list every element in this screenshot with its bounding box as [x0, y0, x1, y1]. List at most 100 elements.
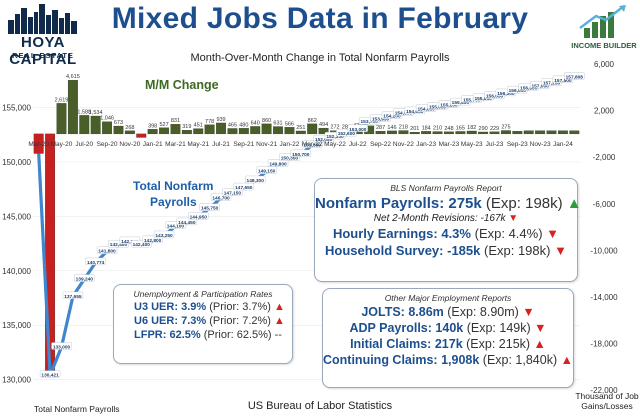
- mm-change-label: 1,534: [89, 110, 103, 116]
- bls-report-box: BLS Nonfarm Payrolls Report Nonfarm Payr…: [314, 178, 582, 282]
- payroll-label: 156,550: [509, 88, 527, 94]
- payroll-label: 148,300: [247, 178, 265, 184]
- payroll-label-box: [96, 246, 118, 254]
- payroll-label-box: [74, 274, 95, 282]
- x-axis-tick: Sep-22: [370, 141, 391, 148]
- x-axis-tick: May-20: [51, 141, 73, 148]
- mm-change-bar: [56, 103, 67, 135]
- payroll-label-box: [290, 149, 311, 157]
- payroll-label-box: [176, 217, 197, 226]
- right-axis-tick: -2,000: [593, 153, 616, 162]
- x-axis-tick: Nov-20: [119, 141, 140, 148]
- row-label: LFPR:: [134, 329, 167, 341]
- jolts-row: JOLTS: 8.86m (Exp: 8.90m) ▼: [323, 305, 573, 319]
- row-label: JOLTS:: [361, 305, 405, 319]
- mm-change-label: 398: [148, 123, 157, 129]
- row-value: -185k: [447, 243, 481, 258]
- up-arrow-icon: ▲: [560, 353, 573, 367]
- row-label: U3 UER:: [134, 301, 179, 313]
- mm-change-label: 640: [251, 120, 260, 126]
- mm-change-label: 210: [433, 126, 442, 132]
- payroll-label: 155,700: [463, 97, 481, 103]
- mm-change-label: 527: [159, 122, 168, 128]
- mm-change-label: 218: [399, 125, 408, 131]
- x-axis-tick: Jan-22: [279, 141, 299, 148]
- payroll-label-box: [39, 370, 61, 378]
- payroll-label: 157,000: [531, 83, 549, 89]
- flat-dash-icon: --: [274, 329, 282, 341]
- payroll-label: 150,350: [281, 156, 299, 162]
- payroll-label-box: [199, 203, 220, 211]
- left-axis-tick: 140,000: [2, 267, 31, 276]
- hoya-capital-logo: HOYA CAPITAL REAL ESTATE: [2, 4, 84, 68]
- payrolls-labels: 130,421 133,000 137,655 139,240 140,774 141,8…: [39, 72, 585, 379]
- payroll-label: 147,150: [224, 190, 242, 196]
- payroll-label-box: [233, 182, 254, 191]
- payroll-label-box: [302, 140, 323, 148]
- mm-change-bar: [273, 126, 283, 135]
- payroll-label: 147,650: [235, 185, 253, 191]
- row-prior: (Prior: 62.5%): [203, 329, 272, 341]
- mm-change-bar: [444, 131, 454, 135]
- mm-change-bar: [90, 115, 101, 135]
- payroll-label: 155,050: [429, 104, 447, 110]
- row-value: 275k: [448, 195, 482, 212]
- left-axis-tick: 155,000: [2, 104, 31, 113]
- mm-change-label: 673: [114, 120, 123, 126]
- payroll-label: 156,800: [520, 85, 538, 91]
- down-arrow-icon: ▼: [522, 305, 535, 319]
- row-value: 4.3%: [441, 226, 471, 241]
- mm-change-bar: [398, 130, 409, 135]
- row-label: Continuing Claims:: [323, 353, 438, 367]
- payroll-label-box: [222, 188, 243, 196]
- mm-change-bar: [102, 121, 113, 135]
- row-prior: (Prior: 3.7%): [209, 301, 271, 313]
- payroll-label: 157,250: [543, 81, 561, 87]
- growth-bars-icon: [579, 5, 626, 38]
- mm-change-label: 229: [490, 126, 499, 132]
- logo-left-line1: HOYA CAPITAL: [9, 34, 77, 68]
- payroll-label: 150,700: [292, 152, 310, 158]
- payroll-label: 141,800: [98, 249, 116, 255]
- mm-change-label: 451: [194, 123, 203, 129]
- right-axis-tick: 2,000: [594, 107, 615, 116]
- logo-right-text: INCOME BUILDER: [571, 41, 637, 50]
- payroll-label-box: [256, 166, 277, 174]
- mm-change-label: 1,046: [100, 116, 114, 122]
- x-axis-tick: Nov-23: [530, 141, 551, 148]
- up-arrow-icon: ▲: [274, 301, 285, 313]
- down-arrow-icon: ▼: [534, 321, 547, 335]
- revisions-row: Net 2-Month Revisions: -167k ▼: [315, 213, 577, 224]
- row-label: Nonfarm Payrolls:: [315, 195, 445, 212]
- up-arrow-icon: ▲: [566, 195, 582, 212]
- payroll-label: 154,500: [395, 110, 413, 116]
- right-axis-tick: -14,000: [590, 293, 618, 302]
- chart-subtitle: Month-Over-Month Change in Total Nonfarm…: [190, 52, 450, 64]
- mm-change-bar: [136, 133, 147, 138]
- mm-change-bar: [204, 124, 215, 135]
- payroll-label-box: [188, 212, 209, 220]
- payroll-label: 142,700: [121, 239, 139, 245]
- mm-change-bar: [124, 130, 135, 135]
- skyline-icon: [8, 4, 77, 34]
- payroll-label: 144,100: [167, 224, 185, 230]
- up-arrow-icon: ▲: [533, 337, 546, 351]
- mm-change-bar: [113, 125, 124, 135]
- x-axis-tick: Jan-21: [143, 141, 163, 148]
- mm-change-bar: [569, 130, 580, 135]
- mm-change-bar: [500, 130, 511, 135]
- x-axis-ticks: Mar-20 May-20 Jul-20 Sep-20 Nov-20 Jan-21 Mar-…: [28, 141, 573, 148]
- row-value: 140k: [435, 321, 464, 335]
- left-axis-tick: 130,000: [2, 376, 31, 385]
- mm-change-bar: [421, 131, 432, 135]
- mm-change-bar: [67, 79, 78, 135]
- mm-change-label: 251: [296, 125, 305, 131]
- mm-change-bar: [409, 132, 420, 135]
- mm-change-label: 272: [330, 125, 339, 131]
- payroll-label-box: [51, 342, 72, 350]
- payroll-label: 154,850: [417, 107, 435, 113]
- x-axis-tick: Sep-20: [97, 141, 118, 148]
- payroll-label: 142,400: [133, 242, 151, 248]
- mm-change-label: 248: [444, 126, 453, 132]
- row-value: 217k: [434, 337, 463, 351]
